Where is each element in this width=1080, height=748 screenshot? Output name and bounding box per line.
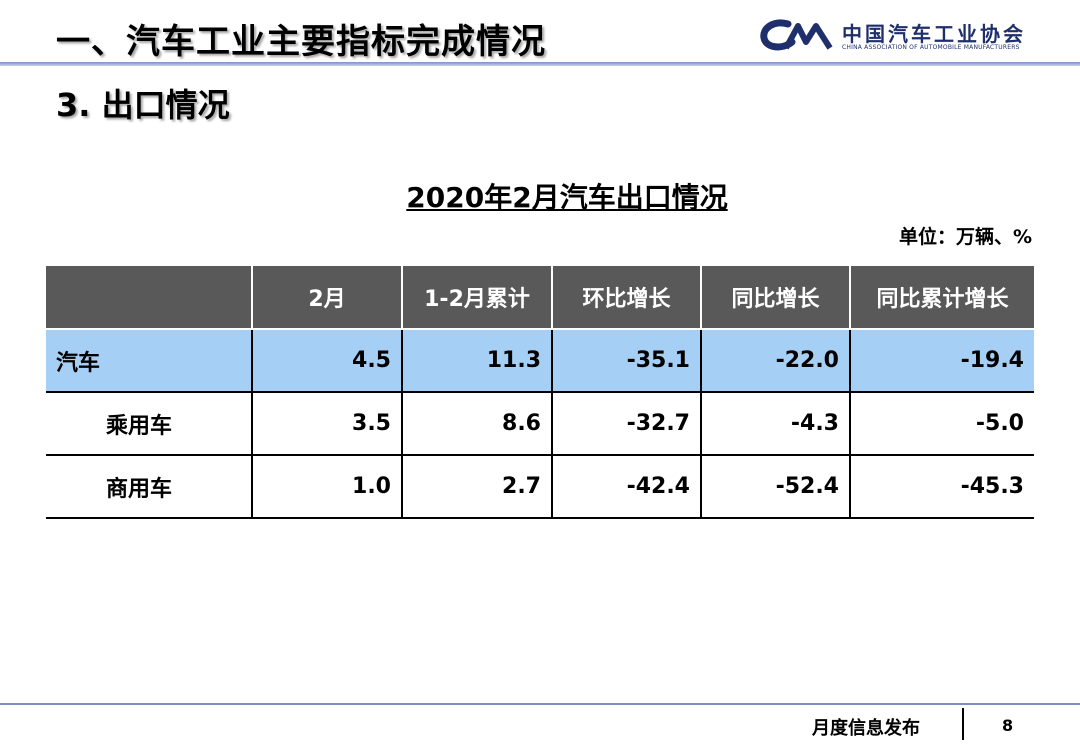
row-label: 汽车 xyxy=(46,329,253,392)
cell-mom: -35.1 xyxy=(552,329,702,392)
header-divider xyxy=(0,62,1080,66)
column-header-yoy-growth: 同比增长 xyxy=(701,266,851,330)
row-label: 乘用车 xyxy=(46,392,253,455)
table-row-total-vehicles: 汽车 4.5 11.3 -35.1 -22.0 -19.4 xyxy=(46,329,1034,392)
table-title: 2020年2月汽车出口情况 xyxy=(406,181,728,214)
cell-cumulative: 11.3 xyxy=(402,329,553,392)
page-number: 8 xyxy=(1002,716,1014,735)
logo-english-name: CHINA ASSOCIATION OF AUTOMOBILE MANUFACT… xyxy=(842,44,1020,51)
cell-yoy: -22.0 xyxy=(701,329,851,392)
table-unit-note: 单位：万辆、% xyxy=(898,226,1032,248)
table-row-passenger-cars: 乘用车 3.5 8.6 -32.7 -4.3 -5.0 xyxy=(46,392,1034,455)
column-header-mom-growth: 环比增长 xyxy=(552,266,702,330)
cell-february: 3.5 xyxy=(252,392,403,455)
page-header-title: 一、汽车工业主要指标完成情况 xyxy=(56,22,546,62)
table-row-commercial-vehicles: 商用车 1.0 2.7 -42.4 -52.4 -45.3 xyxy=(46,455,1034,518)
cell-cumulative: 2.7 xyxy=(402,455,553,518)
column-header-jan-feb-cumulative: 1-2月累计 xyxy=(402,266,553,330)
cell-yoy: -4.3 xyxy=(701,392,851,455)
column-header-yoy-cumulative-growth: 同比累计增长 xyxy=(850,266,1034,330)
footer-label: 月度信息发布 xyxy=(812,718,920,739)
caam-logo-icon xyxy=(760,19,833,51)
cell-yoy-cumulative: -45.3 xyxy=(960,474,1024,499)
logo-chinese-name: 中国汽车工业协会 xyxy=(842,22,1026,46)
cell-february: 4.5 xyxy=(252,329,403,392)
export-table: 2月 1-2月累计 环比增长 同比增长 同比累计增长 汽车 4.5 11.3 -… xyxy=(46,266,1034,519)
table-header-row: 2月 1-2月累计 环比增长 同比增长 同比累计增长 xyxy=(46,266,1034,330)
cell-yoy: -52.4 xyxy=(701,455,851,518)
footer-divider xyxy=(0,703,1080,705)
cell-yoy-cumulative: -19.4 xyxy=(960,348,1024,373)
cell-cumulative: 8.6 xyxy=(402,392,553,455)
cell-february: 1.0 xyxy=(252,455,403,518)
section-title: 3. 出口情况 xyxy=(56,86,230,124)
caam-logo: 中国汽车工业协会 CHINA ASSOCIATION OF AUTOMOBILE… xyxy=(760,18,1050,58)
cell-mom: -42.4 xyxy=(552,455,702,518)
row-label: 商用车 xyxy=(46,455,253,518)
footer-separator xyxy=(962,708,964,740)
column-header-february: 2月 xyxy=(252,266,403,330)
cell-yoy-cumulative: -5.0 xyxy=(975,411,1024,436)
column-header-blank xyxy=(46,266,253,330)
cell-mom: -32.7 xyxy=(552,392,702,455)
